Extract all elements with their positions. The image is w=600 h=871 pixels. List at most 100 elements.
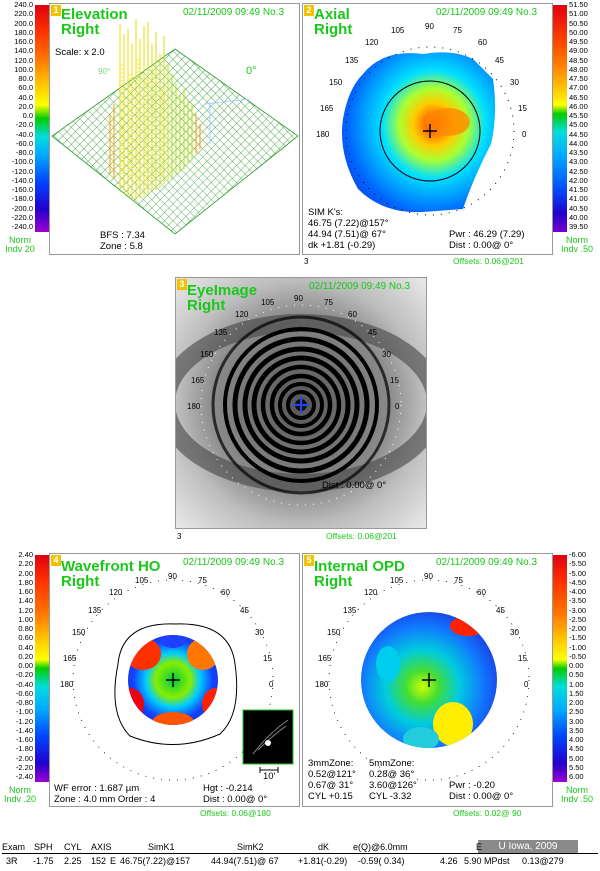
row-val1: 4.26 xyxy=(440,856,458,866)
wavefront-norm-label: Norm Indv .20 xyxy=(3,785,37,804)
scale-tick-label: 39.50 xyxy=(569,222,588,231)
internal-opd-panel[interactable]: 5 Internal OPD Right 02/11/2009 09:49 No.… xyxy=(302,553,553,807)
row-simk1: 46.75(7.22)@157 xyxy=(120,856,191,866)
scale-tick-label: 45.50 xyxy=(569,111,588,120)
scale-tick-label: 48.00 xyxy=(569,64,588,74)
angle-label-15: 15 xyxy=(518,104,527,113)
scale-tick-label: 220.0 xyxy=(14,9,33,19)
angle-label-150: 150 xyxy=(329,78,343,87)
panel-number-badge: 5 xyxy=(304,555,314,566)
row-exam: 3R xyxy=(6,856,18,866)
scale-tick-label: 60.0 xyxy=(18,83,33,93)
scale-tick-label: 4.50 xyxy=(569,744,584,754)
scale-tick-label: 47.50 xyxy=(569,74,588,83)
scale-tick-label: 51.50 xyxy=(569,0,588,9)
scale-tick-label: 0.60 xyxy=(18,633,33,643)
angle-label-135: 135 xyxy=(343,606,357,615)
power-value: Pwr : -0.20 xyxy=(449,780,495,791)
zone3-value-2: 0.67@ 31° xyxy=(308,780,354,791)
scale-tick-label: -0.20 xyxy=(15,670,33,680)
eye-image-panel[interactable]: 3 EyeImage Right 02/11/2009 09:49 No.3 90… xyxy=(175,277,427,529)
angle-label-75: 75 xyxy=(198,576,207,585)
scale-tick-label: 0.40 xyxy=(18,642,33,652)
row-eq: -0.59( 0.34) xyxy=(358,856,405,866)
scale-tick-label: -1.40 xyxy=(15,725,33,735)
exam-date: 02/11/2009 09:49 No.3 xyxy=(183,557,285,568)
scale-tick-label: 180.0 xyxy=(14,27,33,37)
angle-label-75: 75 xyxy=(453,26,462,35)
offsets-value: Offsets: 0.06@180 xyxy=(200,808,271,818)
angle-label-105: 105 xyxy=(390,576,404,585)
angle-label-45: 45 xyxy=(240,606,249,615)
col-header-dk: dK xyxy=(318,842,330,852)
angle-label-15: 15 xyxy=(263,654,272,663)
wavefront-panel[interactable]: 4 Wavefront HO Right 02/11/2009 09:49 No.… xyxy=(49,553,300,807)
angle-label-0: 0 xyxy=(522,130,527,139)
scale-tick-label: 2.00 xyxy=(18,568,33,578)
angle-label-30: 30 xyxy=(255,628,264,637)
panel-title: EyeImage Right xyxy=(187,282,258,314)
angle-label-180: 180 xyxy=(187,402,201,411)
panel-number-badge: 3 xyxy=(177,279,187,290)
scale-tick-label: 120.0 xyxy=(14,55,33,65)
angle-label-60: 60 xyxy=(348,310,357,319)
row-simk2: 44.94(7.51)@ 67 xyxy=(211,856,279,866)
scale-tick-label: -2.20 xyxy=(15,762,33,772)
angle-label-90: 90 xyxy=(424,572,433,581)
distance-value: Dist : 0.00@ 0° xyxy=(449,791,514,802)
scale-tick-label: 1.60 xyxy=(18,587,33,596)
angle-label-90: 90 xyxy=(425,22,434,31)
angle-label-105: 105 xyxy=(261,298,275,307)
scale-tick-label: 0.20 xyxy=(18,651,33,661)
offsets-value: Offsets: 0.02@ 90 xyxy=(453,808,522,818)
scale-tick-label: 1.80 xyxy=(18,577,33,587)
axial-norm-label: Norm Indv .50 xyxy=(560,235,594,254)
exam-date: 02/11/2009 09:49 No.3 xyxy=(309,281,411,292)
zone5-cyl: CYL -3.32 xyxy=(369,791,412,802)
scale-tick-label: 3.50 xyxy=(569,725,584,735)
col-header-simk1: SimK1 xyxy=(148,842,175,852)
angle-label-75: 75 xyxy=(324,298,333,307)
scale-tick-label: 0.00 xyxy=(569,661,584,670)
scale-tick-label: -0.80 xyxy=(15,698,33,707)
elevation-panel[interactable]: 1 Elevation Right 02/11/2009 09:49 No.3 S… xyxy=(49,3,300,255)
scale-tick-label: -3.50 xyxy=(569,596,587,606)
scale-tick-label: 140.0 xyxy=(14,46,33,56)
scale-tick-label: -6.00 xyxy=(569,550,587,559)
scale-tick-label: -80.0 xyxy=(15,148,33,157)
scale-tick-label: -1.50 xyxy=(569,633,587,643)
row-cyl: 2.25 xyxy=(64,856,82,866)
scale-tick-label: -1.20 xyxy=(15,716,33,726)
scale-tick-label: 0.0 xyxy=(22,111,33,120)
scale-tick-label: 1.00 xyxy=(18,614,33,624)
scale-tick-label: 51.00 xyxy=(569,9,588,19)
scale-tick-label: -2.40 xyxy=(15,772,33,781)
scale-tick-label: -2.00 xyxy=(15,753,33,763)
exam-summary-table: Exam SPH CYL AXIS SimK1 SimK2 dK e(Q)@6.… xyxy=(2,840,598,870)
scale-tick-label: -180.0 xyxy=(11,194,33,204)
angle-label-60: 60 xyxy=(477,588,486,597)
row-e: E xyxy=(110,856,117,866)
col-header-simk2: SimK2 xyxy=(237,842,264,852)
zone3-label: 3mmZone: xyxy=(308,758,354,769)
scale-tick-label: 42.50 xyxy=(569,166,588,176)
scale-tick-label: 45.00 xyxy=(569,120,588,130)
zone3-value-1: 0.52@121° xyxy=(308,769,356,780)
scale-tick-label: -3.00 xyxy=(569,605,587,615)
angle-label-0: 0 xyxy=(524,680,529,689)
col-header-sph: SPH xyxy=(34,842,53,852)
zone5-value-2: 3.60@126° xyxy=(369,780,417,791)
scale-tick-label: 49.00 xyxy=(569,46,588,56)
panel-number-badge: 2 xyxy=(304,5,314,16)
scale-tick-label: -140.0 xyxy=(11,175,33,185)
scale-tick-label: 46.50 xyxy=(569,92,588,102)
scale-tick-label: 2.00 xyxy=(569,698,584,707)
scale-tick-label: -20.0 xyxy=(15,120,33,130)
angle-label-180: 180 xyxy=(315,680,329,689)
scale-tick-label: 6.00 xyxy=(569,772,584,781)
angle-label-135: 135 xyxy=(214,328,228,337)
scale-tick-label: 0.00 xyxy=(18,661,33,670)
exam-date: 02/11/2009 09:49 No.3 xyxy=(436,7,538,18)
axial-color-scale xyxy=(553,5,567,232)
axial-panel[interactable]: 2 Axial Right 02/11/2009 09:49 No.3 90 75… xyxy=(302,3,553,255)
